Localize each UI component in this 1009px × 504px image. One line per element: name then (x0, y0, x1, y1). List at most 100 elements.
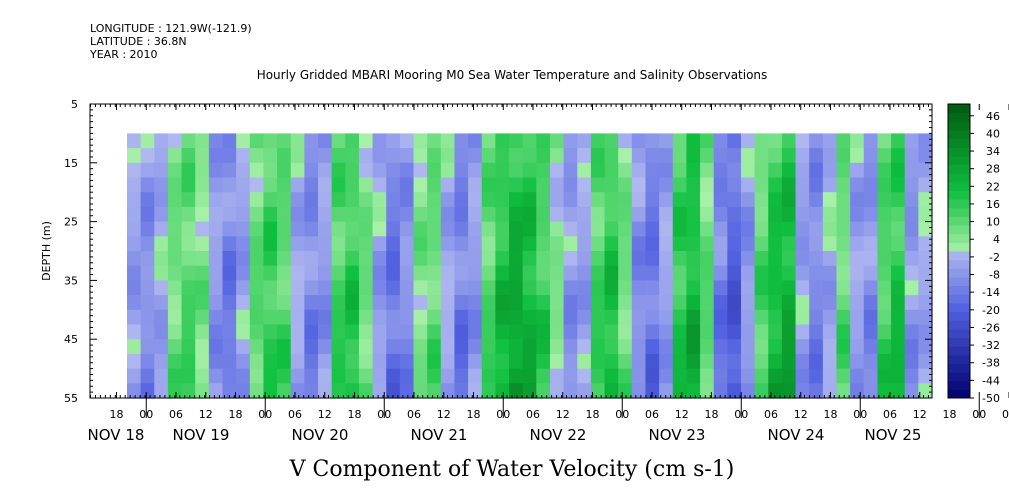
heatmap-cell (167, 206, 183, 223)
heatmap-cell (399, 324, 415, 340)
x-hour-tick-label: 06 (764, 408, 778, 421)
heatmap-cell (481, 339, 496, 355)
heatmap-cell (358, 309, 374, 326)
heatmap-cell (222, 383, 237, 399)
heatmap-cell (850, 236, 865, 252)
heatmap-cell (222, 133, 237, 149)
heatmap-cell (795, 206, 810, 223)
heatmap-cell (468, 383, 483, 399)
heatmap-cell (140, 368, 155, 384)
heatmap-cell (495, 162, 510, 179)
heatmap-cell (536, 295, 551, 311)
heatmap-cell (700, 251, 715, 267)
heatmap-cell (167, 148, 183, 164)
heatmap-cell (918, 324, 933, 340)
heatmap-cell (713, 221, 728, 237)
heatmap-cell (454, 280, 469, 296)
heatmap-cell (645, 295, 660, 311)
heatmap-cell (822, 324, 838, 340)
heatmap-cell (358, 148, 374, 164)
heatmap-cell (249, 265, 265, 281)
colorbar-tick-label: 28 (986, 163, 1000, 176)
heatmap-cell (277, 324, 292, 340)
colorbar-swatch (948, 164, 970, 174)
heatmap-cell (454, 265, 469, 281)
heatmap-cell (195, 251, 210, 267)
heatmap-cell (645, 353, 660, 370)
colorbar-tick-label: 46 (986, 110, 1000, 123)
heatmap-cell (249, 236, 265, 252)
heatmap-cell (277, 295, 292, 311)
heatmap-cell (740, 133, 756, 149)
heatmap-cell (686, 309, 701, 326)
heatmap-cell (631, 265, 647, 281)
heatmap-cell (318, 148, 333, 164)
heatmap-cell (481, 162, 496, 179)
heatmap-cell (590, 309, 606, 326)
heatmap-cell (809, 133, 824, 149)
heatmap-cell (318, 383, 333, 399)
x-hour-tick-label: 06 (526, 408, 540, 421)
heatmap-cell (700, 221, 715, 237)
heatmap-cell (413, 295, 428, 311)
heatmap-cell (904, 309, 919, 326)
heatmap-cell (372, 324, 387, 340)
heatmap-cell (727, 324, 742, 340)
heatmap-cell (700, 162, 715, 179)
heatmap-cell (331, 162, 346, 179)
heatmap-cell (836, 280, 851, 296)
heatmap-cell (891, 324, 906, 340)
heatmap-cell (590, 148, 606, 164)
heatmap-cell (154, 324, 169, 340)
heatmap-cell (672, 192, 687, 208)
heatmap-cell (577, 324, 592, 340)
heatmap-cell (345, 148, 360, 164)
heatmap-cell (754, 353, 769, 370)
heatmap-cell (659, 339, 674, 355)
heatmap-cell (208, 148, 224, 164)
heatmap-cell (522, 309, 537, 326)
heatmap-cell (672, 148, 687, 164)
heatmap-cell (631, 368, 647, 384)
heatmap-cell (413, 280, 428, 296)
heatmap-cell (877, 368, 892, 384)
heatmap-cell (167, 265, 183, 281)
heatmap-cell (290, 280, 305, 296)
heatmap-cell (440, 177, 456, 193)
heatmap-cell (536, 309, 551, 326)
heatmap-cell (277, 192, 292, 208)
heatmap-cell (536, 280, 551, 296)
heatmap-cell (236, 148, 251, 164)
heatmap-cell (768, 206, 783, 223)
heatmap-cell (631, 221, 647, 237)
heatmap-cell (549, 339, 565, 355)
heatmap-cell (549, 206, 565, 223)
heatmap-cell (140, 192, 155, 208)
colorbar: 46 40 34 28 22 16 10 4 -2 -8 -14 -20 -26 -32 -38 -44 -50 (947, 103, 1000, 405)
heatmap-cell (700, 148, 715, 164)
heatmap-cell (918, 148, 933, 164)
heatmap-cell (618, 177, 633, 193)
heatmap-cell (590, 339, 606, 355)
heatmap-cell (645, 221, 660, 237)
heatmap-cell (618, 265, 633, 281)
colorbar-swatch (948, 337, 970, 347)
heatmap-cell (618, 280, 633, 296)
heatmap-cell (740, 383, 756, 399)
heatmap-cell (836, 206, 851, 223)
heatmap-cell (645, 280, 660, 296)
heatmap-cell (727, 206, 742, 223)
heatmap-cell (577, 133, 592, 149)
heatmap-cell (700, 280, 715, 296)
heatmap-cell (413, 324, 428, 340)
heatmap-cell (604, 353, 619, 370)
heatmap-cell (372, 339, 387, 355)
colorbar-swatch (948, 225, 970, 235)
heatmap-cell (577, 339, 592, 355)
heatmap-cell (440, 265, 456, 281)
heatmap-cell (399, 148, 415, 164)
colorbar-swatch (948, 294, 970, 304)
heatmap-cell (318, 133, 333, 149)
heatmap-cell (918, 280, 933, 296)
heatmap-cell (331, 295, 346, 311)
